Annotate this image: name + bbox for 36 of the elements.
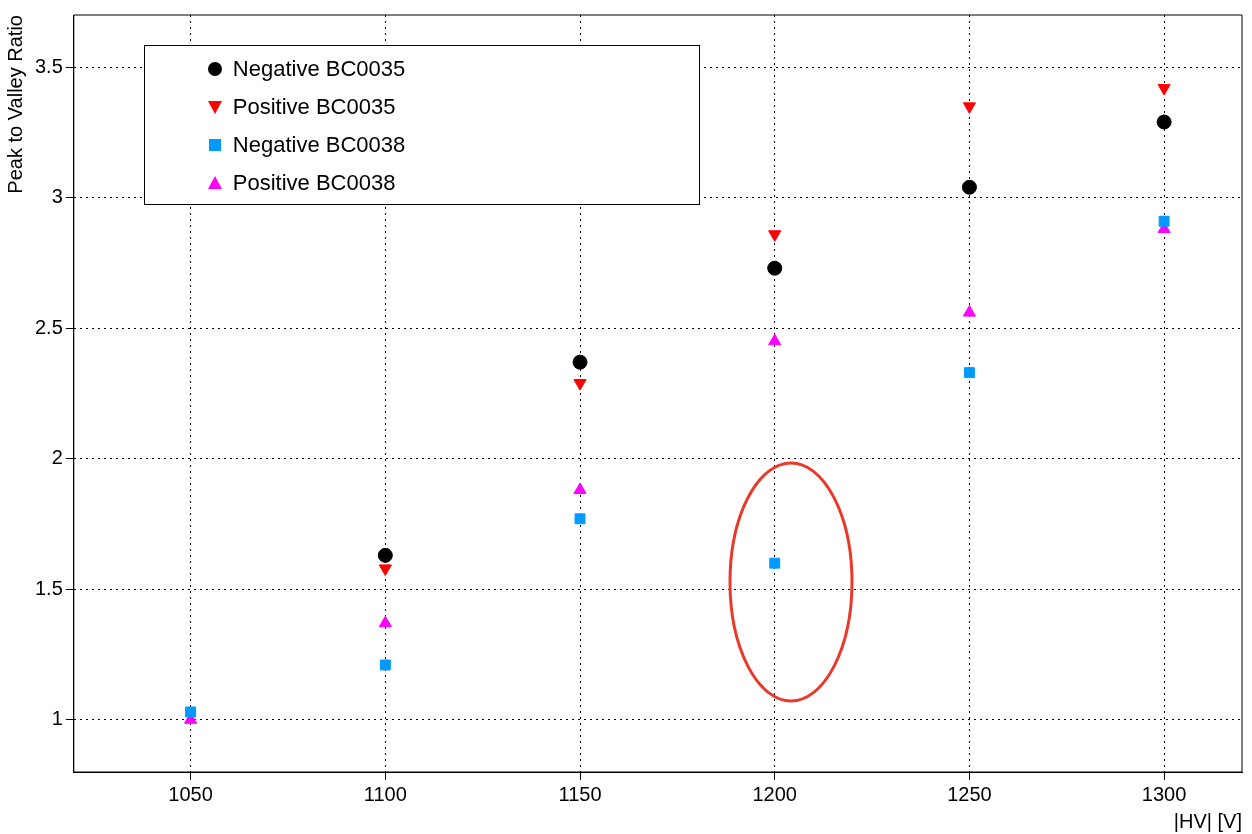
point — [1156, 114, 1172, 130]
x-tick-label: 1050 — [168, 782, 213, 805]
y-tick-label: 1.5 — [34, 576, 63, 599]
legend-label: Positive BC0038 — [232, 170, 396, 196]
point — [1158, 215, 1170, 227]
x-axis-title: |HV| [V] — [1173, 809, 1242, 832]
x-tick-label: 1100 — [363, 782, 407, 805]
point — [185, 706, 197, 718]
point — [962, 102, 976, 114]
point — [573, 482, 587, 495]
y-tick-label: 1 — [51, 707, 63, 730]
point — [768, 230, 782, 242]
point — [963, 367, 975, 379]
x-tick-label: 1200 — [752, 782, 797, 805]
point — [572, 354, 588, 370]
point — [768, 333, 782, 346]
point — [377, 547, 393, 563]
point — [378, 615, 392, 628]
point — [767, 260, 783, 276]
y-axis-title: Peak to Valley Ratio — [3, 15, 26, 194]
point — [961, 179, 977, 195]
x-tick-label: 1300 — [1141, 782, 1187, 805]
point — [769, 557, 781, 569]
x-tick-label: 1150 — [558, 782, 602, 805]
x-tick-label: 1250 — [947, 782, 992, 805]
point — [1157, 84, 1171, 96]
y-tick-label: 3.5 — [34, 54, 63, 77]
y-tick-label: 2.5 — [34, 315, 63, 338]
legend-label: Positive BC0035 — [232, 94, 396, 120]
point — [379, 659, 391, 671]
y-tick-label: 2 — [51, 446, 63, 469]
legend-label: Negative BC0035 — [232, 56, 406, 82]
y-tick-label: 3 — [51, 185, 63, 208]
point — [962, 305, 976, 317]
point — [574, 513, 586, 525]
legend-label: Negative BC0038 — [232, 132, 406, 158]
